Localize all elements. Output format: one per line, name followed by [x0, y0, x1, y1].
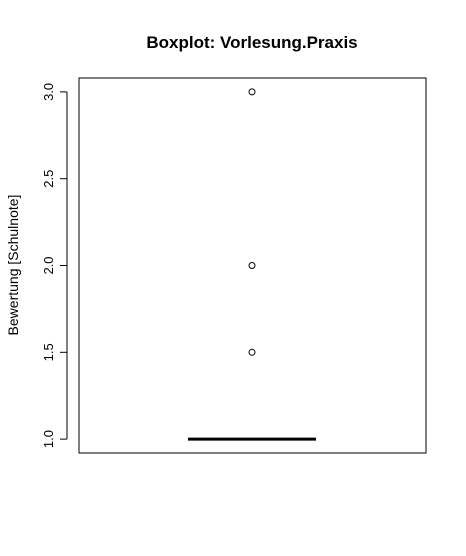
y-tick-label: 3.0 [41, 83, 56, 101]
outlier-point [248, 88, 256, 96]
y-tick-label: 1.0 [41, 430, 56, 448]
y-tick-label: 2.0 [41, 256, 56, 274]
outlier-group [248, 88, 256, 356]
plot-frame [78, 77, 427, 454]
outlier-point [248, 348, 256, 356]
outlier-point [248, 262, 256, 269]
y-tick-label: 2.5 [41, 170, 56, 188]
y-axis: 1.0 1.5 2.0 2.5 3.0 [41, 83, 68, 448]
chart-title: Boxplot: Vorlesung.Praxis [146, 33, 357, 52]
y-axis-label: Bewertung [Schulnote] [5, 195, 21, 336]
y-tick-label: 1.5 [41, 343, 56, 361]
